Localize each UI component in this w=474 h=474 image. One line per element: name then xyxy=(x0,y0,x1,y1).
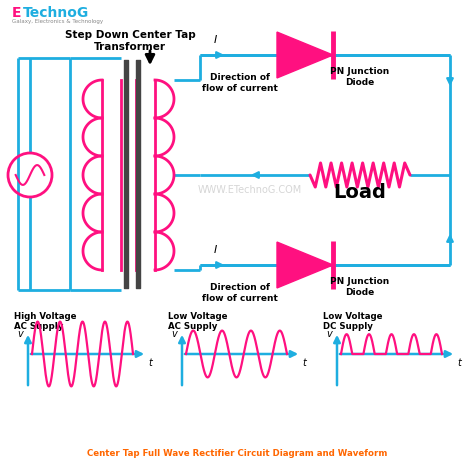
Text: WWW.ETechnoG.COM: WWW.ETechnoG.COM xyxy=(198,185,302,195)
Text: Low Voltage
AC Supply: Low Voltage AC Supply xyxy=(168,312,228,331)
Text: v: v xyxy=(326,329,332,339)
Text: v: v xyxy=(17,329,23,339)
Text: Step Down Center Tap
Transformer: Step Down Center Tap Transformer xyxy=(64,30,195,53)
Text: High Voltage
AC Supply: High Voltage AC Supply xyxy=(14,312,76,331)
Polygon shape xyxy=(277,242,333,288)
Text: PN Junction
Diode: PN Junction Diode xyxy=(330,277,390,297)
Text: Direction of
flow of current: Direction of flow of current xyxy=(202,283,278,303)
Text: I: I xyxy=(213,245,217,255)
Text: Low Voltage
DC Supply: Low Voltage DC Supply xyxy=(323,312,383,331)
Text: v: v xyxy=(171,329,177,339)
Text: t: t xyxy=(302,358,306,368)
Text: TechnoG: TechnoG xyxy=(23,6,89,20)
Text: t: t xyxy=(457,358,461,368)
Text: t: t xyxy=(148,358,152,368)
Text: E: E xyxy=(12,6,21,20)
Text: Center Tap Full Wave Rectifier Circuit Diagram and Waveform: Center Tap Full Wave Rectifier Circuit D… xyxy=(87,449,387,458)
Text: Galaxy, Electronics & Technology: Galaxy, Electronics & Technology xyxy=(12,19,103,24)
Text: Direction of
flow of current: Direction of flow of current xyxy=(202,73,278,93)
Polygon shape xyxy=(277,32,333,78)
Text: I: I xyxy=(213,35,217,45)
Text: Load: Load xyxy=(334,183,386,202)
Text: PN Junction
Diode: PN Junction Diode xyxy=(330,67,390,87)
